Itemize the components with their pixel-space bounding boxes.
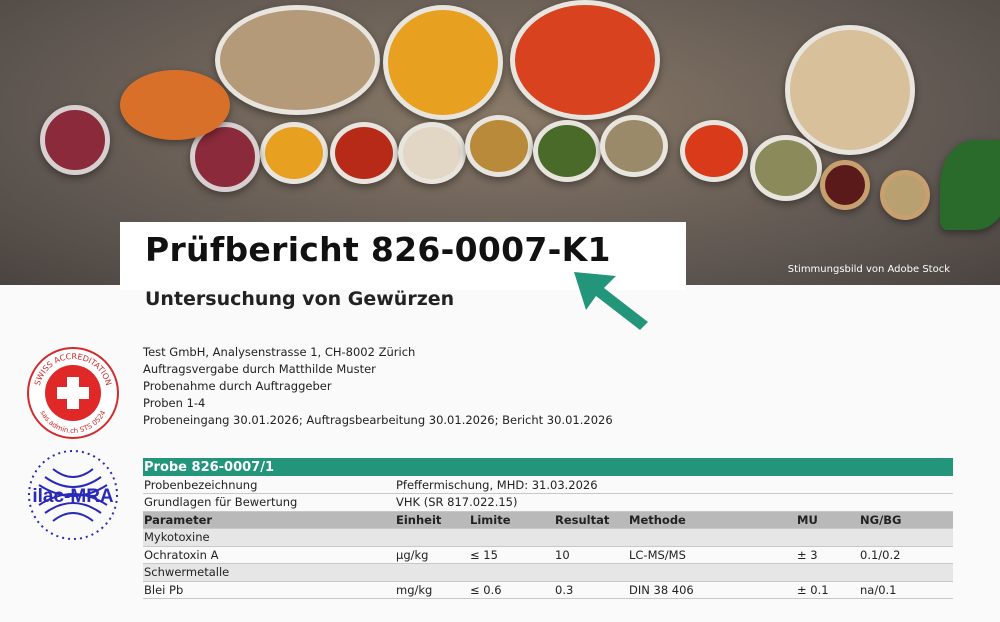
probe-header: Probe 826-0007/1 — [143, 458, 953, 476]
bowl — [510, 0, 660, 120]
cell: 0.3 — [554, 581, 628, 599]
category-row: Mykotoxine — [143, 528, 953, 547]
bowl — [600, 115, 668, 177]
category-label: Schwermetalle — [143, 563, 953, 582]
cell: ± 3 — [796, 546, 859, 564]
cell: ≤ 0.6 — [469, 581, 554, 599]
arrow-icon — [574, 272, 648, 330]
page-title: Prüfbericht 826-0007-K1 — [145, 230, 611, 269]
bowl — [880, 170, 930, 220]
column-header: Parameter — [143, 511, 395, 529]
leaf — [940, 140, 1000, 230]
column-header: Einheit — [395, 511, 469, 529]
samples: Proben 1-4 — [143, 396, 206, 410]
bowl — [260, 122, 328, 184]
bowl — [398, 122, 466, 184]
column-header: MU — [796, 511, 859, 529]
cell: ≤ 15 — [469, 546, 554, 564]
bowl — [785, 25, 915, 155]
cell: Blei Pb — [143, 581, 395, 599]
probe-id: Probe 826-0007/1 — [143, 458, 953, 476]
cell: 0.1/0.2 — [859, 546, 953, 564]
bowl — [330, 122, 398, 184]
column-header: NG/BG — [859, 511, 953, 529]
page-subtitle: Untersuchung von Gewürzen — [145, 288, 455, 310]
column-header: Methode — [628, 511, 796, 529]
bowl — [680, 120, 748, 182]
meta-row: Probenbezeichnung Pfeffermischung, MHD: 3… — [143, 476, 953, 494]
onion — [40, 105, 110, 175]
category-label: Mykotoxine — [143, 528, 953, 547]
column-headers: Parameter Einheit Limite Resultat Method… — [143, 511, 953, 529]
meta-value: Pfeffermischung, MHD: 31.03.2026 — [395, 476, 953, 494]
sampling: Probenahme durch Auftraggeber — [143, 379, 332, 393]
bowl — [820, 160, 870, 210]
dates: Probeneingang 30.01.2026; Auftragsbearbe… — [143, 413, 613, 427]
results-table: Probe 826-0007/1 Probenbezeichnung Pfeffe… — [143, 458, 953, 599]
report-info: Test GmbH, Analysenstrasse 1, CH-8002 Zü… — [143, 344, 613, 429]
cell: LC-MS/MS — [628, 546, 796, 564]
cell: na/0.1 — [859, 581, 953, 599]
ilac-mra-logo: ilac-MRA — [28, 450, 118, 540]
meta-label: Probenbezeichnung — [143, 476, 395, 494]
bowl — [383, 5, 503, 120]
cell: Ochratoxin A — [143, 546, 395, 564]
image-caption: Stimmungsbild von Adobe Stock — [787, 264, 950, 275]
bowl — [215, 5, 380, 115]
column-header: Limite — [469, 511, 554, 529]
dried-orange — [120, 70, 230, 140]
cell: mg/kg — [395, 581, 469, 599]
bowl — [465, 115, 533, 177]
client: Auftragsvergabe durch Matthilde Muster — [143, 362, 376, 376]
cell: DIN 38 406 — [628, 581, 796, 599]
lab-address: Test GmbH, Analysenstrasse 1, CH-8002 Zü… — [143, 345, 416, 359]
table-row: Ochratoxin A µg/kg ≤ 15 10 LC-MS/MS ± 3 … — [143, 546, 953, 564]
cell: µg/kg — [395, 546, 469, 564]
swiss-accreditation-logo: SWISS ACCREDITATION sas.admin.ch STS 052… — [27, 347, 119, 439]
column-header: Resultat — [554, 511, 628, 529]
cell: 10 — [554, 546, 628, 564]
meta-row: Grundlagen für Bewertung VHK (SR 817.022.… — [143, 493, 953, 512]
meta-label: Grundlagen für Bewertung — [143, 493, 395, 512]
cell: ± 0.1 — [796, 581, 859, 599]
category-row: Schwermetalle — [143, 563, 953, 582]
svg-text:ilac-MRA: ilac-MRA — [32, 486, 114, 507]
meta-value: VHK (SR 817.022.15) — [395, 493, 953, 512]
table-row: Blei Pb mg/kg ≤ 0.6 0.3 DIN 38 406 ± 0.1… — [143, 581, 953, 599]
bowl — [750, 135, 822, 201]
bowl — [533, 120, 601, 182]
